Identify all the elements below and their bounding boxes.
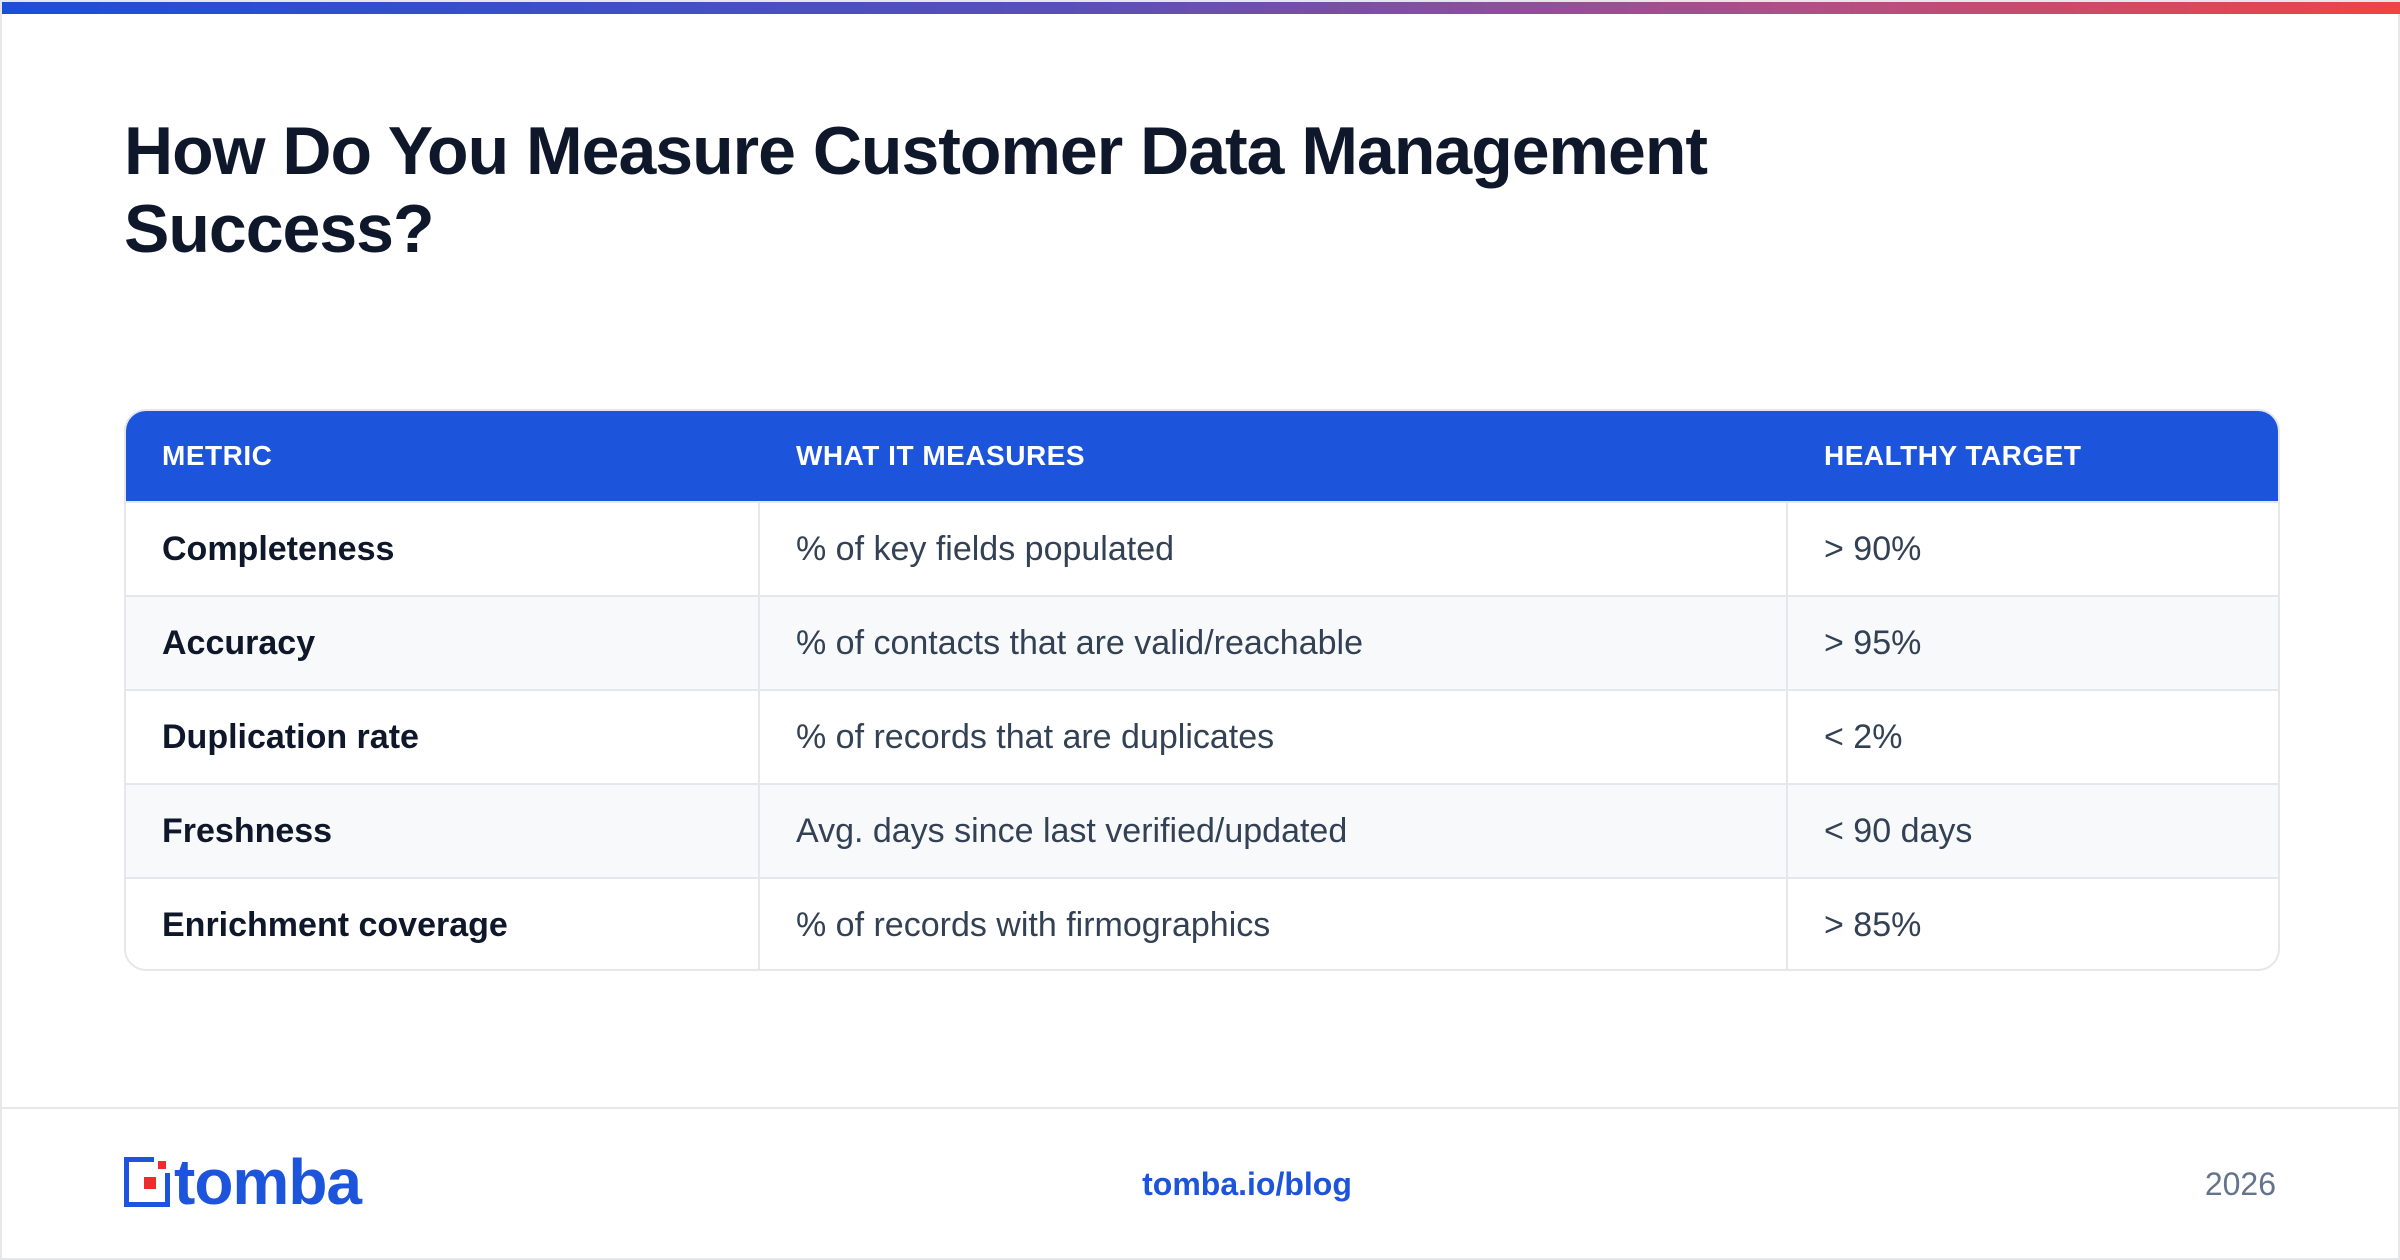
- tomba-logo-icon: [124, 1157, 170, 1207]
- target-cell: < 90 days: [1824, 811, 1973, 850]
- metrics-table: METRIC WHAT IT MEASURES HEALTHY TARGET C…: [124, 409, 2280, 971]
- header-what-it-measures: WHAT IT MEASURES: [796, 440, 1086, 471]
- target-cell: < 2%: [1824, 717, 1903, 756]
- table-row: Completeness % of key fields populated >…: [126, 501, 2278, 595]
- measures-cell: % of records with firmographics: [760, 879, 1788, 969]
- blog-link[interactable]: tomba.io/blog: [1142, 1166, 1352, 1202]
- measures-cell: % of key fields populated: [760, 503, 1788, 595]
- target-cell: > 85%: [1824, 905, 1922, 944]
- table-header: METRIC WHAT IT MEASURES HEALTHY TARGET: [126, 411, 2278, 501]
- header-healthy-target: HEALTHY TARGET: [1824, 440, 2082, 471]
- metric-cell: Completeness: [126, 503, 760, 595]
- table-row: Freshness Avg. days since last verified/…: [126, 783, 2278, 877]
- header-metric: METRIC: [162, 440, 273, 471]
- measures-cell: % of contacts that are valid/reachable: [760, 597, 1788, 689]
- tomba-logo[interactable]: tomba: [124, 1146, 362, 1218]
- page-title: How Do You Measure Customer Data Managem…: [124, 113, 1708, 267]
- footer-year: 2026: [2204, 1166, 2276, 1202]
- metric-cell: Accuracy: [126, 597, 760, 689]
- table-row: Duplication rate % of records that are d…: [126, 689, 2278, 783]
- measures-cell: % of records that are duplicates: [760, 691, 1788, 783]
- table-row: Accuracy % of contacts that are valid/re…: [126, 595, 2278, 689]
- table-row: Enrichment coverage % of records with fi…: [126, 877, 2278, 969]
- metric-cell: Freshness: [126, 785, 760, 877]
- target-cell: > 95%: [1824, 623, 1922, 662]
- target-cell: > 90%: [1824, 529, 1922, 568]
- metric-cell: Duplication rate: [126, 691, 760, 783]
- measures-cell: Avg. days since last verified/updated: [760, 785, 1788, 877]
- logo-wordmark: tomba: [174, 1146, 362, 1218]
- metric-cell: Enrichment coverage: [126, 879, 760, 969]
- footer-divider: [2, 1107, 2400, 1109]
- top-gradient-bar: [2, 2, 2400, 14]
